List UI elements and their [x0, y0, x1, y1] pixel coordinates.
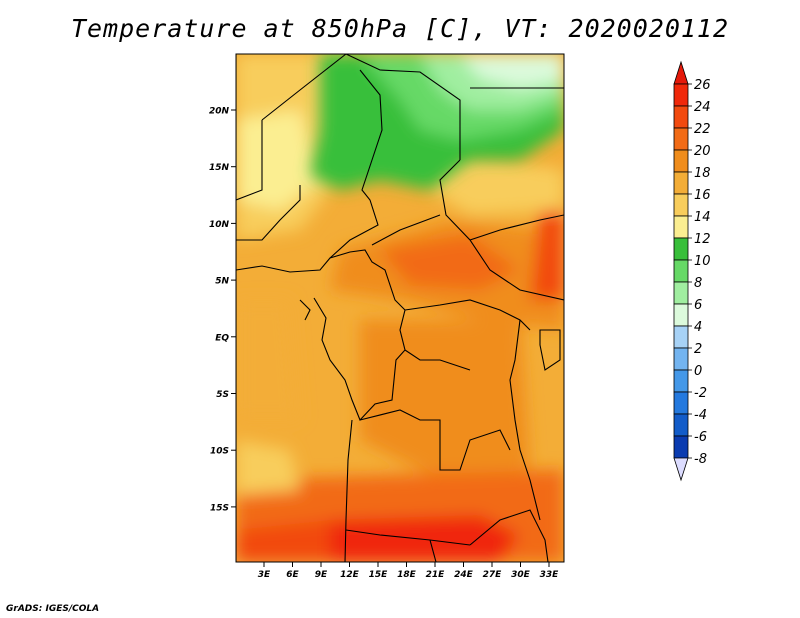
colorbar-label: -6: [694, 430, 707, 445]
lon-tick-label: 15E: [369, 570, 389, 580]
colorbar-label: -8: [694, 452, 707, 467]
colorbar-label: -4: [694, 408, 707, 423]
colorbar-label: 2: [694, 342, 702, 357]
temperature-field: [236, 54, 564, 562]
lat-tick-label: 20N: [209, 107, 230, 117]
lat-tick-label: 5N: [215, 277, 229, 287]
lat-tick-label: 15N: [209, 163, 230, 173]
colorbar-segment: [673, 369, 689, 393]
lon-tick-label: 9E: [315, 570, 328, 580]
colorbar-segment: [673, 259, 689, 283]
colorbar-segment: [673, 83, 689, 107]
colorbar-segment: [673, 171, 689, 195]
footer-credit: GrADS: IGES/COLA: [6, 604, 100, 614]
colorbar-label: 18: [694, 166, 711, 181]
colorbar-label: 8: [694, 276, 702, 291]
lon-tick-label: 33E: [540, 570, 560, 580]
lon-tick-label: 27E: [483, 570, 503, 580]
latitude-axis: 20N 15N 10N 5N EQ 5S 10S 15S: [209, 107, 236, 513]
colorbar-label: 0: [694, 364, 702, 379]
lon-tick-label: 21E: [426, 570, 446, 580]
lon-tick-label: 30E: [511, 570, 531, 580]
colorbar-segment: [673, 303, 689, 327]
colorbar-label: 22: [694, 122, 711, 137]
colorbar-segment: [673, 193, 689, 217]
colorbar-segment: [673, 435, 689, 459]
colorbar-top-arrow: [673, 60, 689, 85]
colorbar-label: 10: [694, 254, 711, 269]
lon-tick-label: 6E: [286, 570, 299, 580]
colorbar-label: -2: [694, 386, 707, 401]
colorbar-segment: [673, 347, 689, 371]
map-frame: [235, 53, 565, 563]
colorbar-segment: [673, 413, 689, 437]
colorbar-label: 4: [694, 320, 702, 335]
colorbar-label: 16: [694, 188, 711, 203]
colorbar-segment: [673, 391, 689, 415]
colorbar-label: 24: [694, 100, 711, 115]
colorbar-label: 12: [694, 232, 711, 247]
colorbar-segment: [673, 215, 689, 239]
map-title: Temperature at 850hPa [C], VT: 202002011…: [70, 14, 730, 43]
colorbar-segment: [673, 237, 689, 261]
colorbar-segment: [673, 281, 689, 305]
lon-tick-label: 24E: [454, 570, 474, 580]
colorbar-segment: [673, 127, 689, 151]
longitude-axis: 3E 6E 9E 12E 15E 18E 21E 24E 27E 30E 33E: [258, 562, 559, 580]
lon-tick-label: 3E: [258, 570, 271, 580]
lat-tick-label: EQ: [215, 333, 229, 343]
lat-tick-label: 5S: [216, 390, 229, 400]
colorbar-segment: [673, 325, 689, 349]
lat-tick-label: 15S: [210, 503, 229, 513]
lat-tick-label: 10S: [210, 447, 229, 457]
colorbar-label: 20: [694, 144, 711, 159]
colorbar-segment: [673, 149, 689, 173]
colorbar-label: 26: [694, 78, 711, 93]
colorbar-segment: [673, 105, 689, 129]
colorbar-label: 14: [694, 210, 711, 225]
country-borders: [236, 54, 564, 562]
lat-tick-label: 10N: [209, 220, 230, 230]
colorbar-bottom-arrow: [673, 457, 689, 482]
lon-tick-label: 18E: [397, 570, 417, 580]
lon-tick-label: 12E: [340, 570, 360, 580]
colorbar-label: 6: [694, 298, 702, 313]
